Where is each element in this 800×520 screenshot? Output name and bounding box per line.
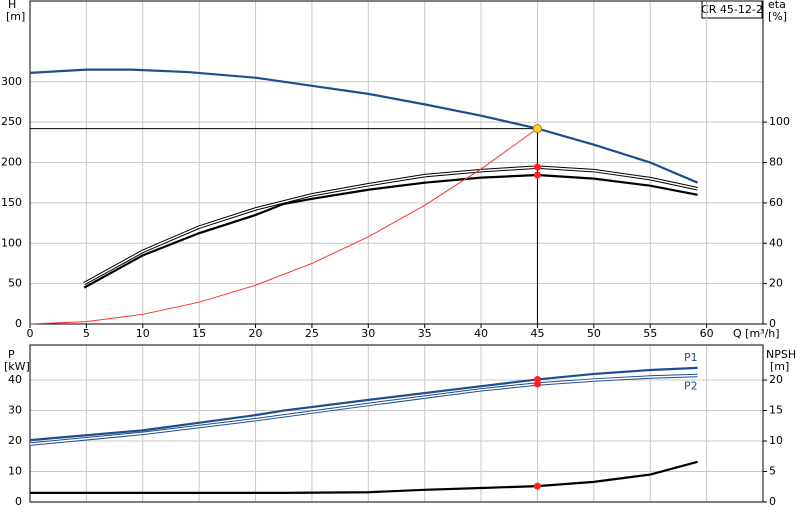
- curve-inner: [83, 166, 698, 285]
- y-tick-label: 100: [1, 236, 22, 249]
- x-tick-label: 60: [700, 327, 714, 340]
- duty-point: [532, 124, 542, 134]
- x-tick-label: 5: [83, 327, 90, 340]
- x-tick-label: 30: [361, 327, 375, 340]
- y2-unit: [%]: [768, 10, 787, 23]
- y2-tick-label: 20: [769, 373, 783, 386]
- y-label: P: [8, 348, 15, 361]
- y-tick-label: 30: [8, 404, 22, 417]
- operating-dot: [533, 163, 541, 171]
- y2-tick-label: 0: [769, 495, 776, 508]
- operating-dot: [533, 380, 541, 388]
- y2-label: NPSH: [766, 348, 796, 361]
- y-label: H: [8, 0, 16, 11]
- y2-tick-label: 5: [769, 465, 776, 478]
- y2-tick-label: 100: [769, 115, 790, 128]
- chart-title: CR 45-12-2: [701, 3, 763, 16]
- plot-frame: [29, 0, 764, 325]
- plot-frame: [29, 344, 764, 503]
- y-tick-label: 10: [8, 465, 22, 478]
- x-tick-label: 25: [305, 327, 319, 340]
- operating-dot: [533, 171, 541, 179]
- y2-tick-label: 40: [769, 236, 783, 249]
- y-tick-label: 300: [1, 75, 22, 88]
- y-tick-label: 20: [8, 434, 22, 447]
- y-tick-label: 150: [1, 196, 22, 209]
- curve: [83, 173, 698, 289]
- x-tick-label: 15: [192, 327, 206, 340]
- y-tick-label: 200: [1, 156, 22, 169]
- y-unit: [m]: [6, 10, 25, 23]
- y2-tick-label: 80: [769, 156, 783, 169]
- y2-unit: [m]: [770, 360, 789, 373]
- y-tick-label: 50: [8, 277, 22, 290]
- x-tick-label: 0: [27, 327, 34, 340]
- x-tick-label: 20: [249, 327, 263, 340]
- legend-label: P1: [684, 351, 698, 364]
- x-tick-label: 35: [418, 327, 432, 340]
- y-tick-label: 40: [8, 373, 22, 386]
- curve: [29, 68, 699, 184]
- curve-inner: [29, 374, 698, 445]
- x-label: Q [m³/h]: [733, 327, 780, 340]
- y-tick-label: 0: [15, 495, 22, 508]
- x-tick-label: 50: [587, 327, 601, 340]
- x-tick-label: 55: [643, 327, 657, 340]
- x-tick-label: 10: [136, 327, 150, 340]
- x-tick-label: 45: [530, 327, 544, 340]
- y-unit: [kW]: [4, 360, 30, 373]
- y2-tick-label: 0: [769, 317, 776, 330]
- y-tick-label: 250: [1, 115, 22, 128]
- legend-label: P2: [684, 379, 698, 392]
- x-tick-label: 40: [474, 327, 488, 340]
- y2-tick-label: 10: [769, 434, 783, 447]
- y2-tick-label: 60: [769, 196, 783, 209]
- y2-tick-label: 20: [769, 277, 783, 290]
- y2-tick-label: 15: [769, 404, 783, 417]
- y-tick-label: 0: [15, 317, 22, 330]
- operating-dot: [533, 482, 541, 490]
- curve: [29, 366, 698, 442]
- y2-label: eta: [768, 0, 786, 11]
- curve: [30, 460, 698, 494]
- curve: [29, 128, 538, 325]
